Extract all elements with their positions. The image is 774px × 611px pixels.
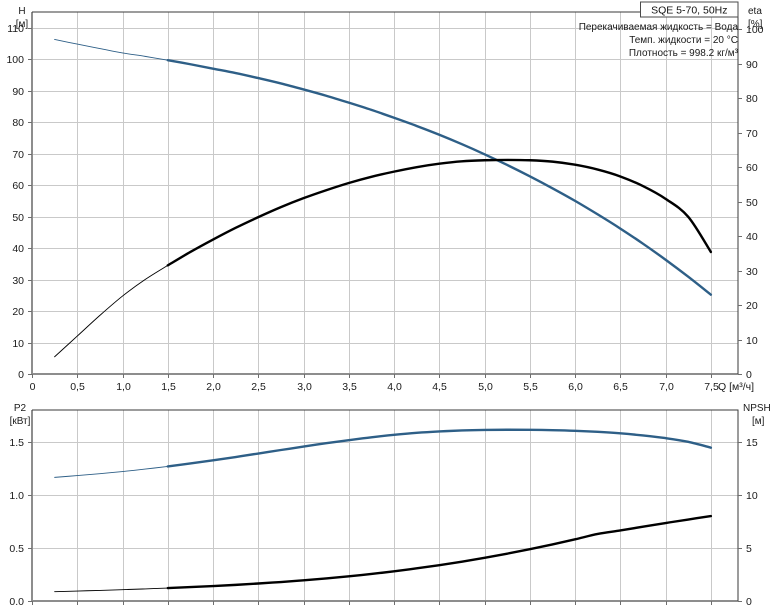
- y-axis-tick-label: 90: [12, 86, 24, 98]
- curve-head-thin: [54, 38, 169, 61]
- curve-npsh: [166, 514, 713, 590]
- y-axis-tick-label: 20: [12, 306, 24, 318]
- curve-eta-thin: [54, 264, 169, 358]
- y2-axis-tick-label: 80: [746, 93, 758, 105]
- curve-eta: [166, 158, 713, 267]
- y-axis-tick-label: 60: [12, 180, 24, 192]
- x-axis-tick-label: 5,0: [478, 381, 493, 393]
- x-axis-tick-label: 6,0: [568, 381, 583, 393]
- x-axis-tick-label: 0: [30, 381, 36, 393]
- eta-axis-unit: [%]: [748, 19, 763, 30]
- p2-axis-name: P2: [14, 403, 27, 414]
- curve-npsh-thin: [54, 587, 169, 593]
- y2-axis-tick-label: 70: [746, 128, 758, 140]
- npsh-axis-tick-label: 10: [746, 490, 758, 502]
- info-line-3: Плотность = 998.2 кг/м³: [629, 48, 739, 59]
- title-box: [640, 1, 739, 18]
- x-axis-tick-label: 1,0: [116, 381, 131, 393]
- x-axis-tick-label: 6,5: [613, 381, 628, 393]
- chart-title: SQE 5-70, 50Hz: [651, 5, 727, 17]
- x-axis-tick-label: 5,5: [523, 381, 538, 393]
- curve-power: [166, 428, 713, 468]
- y-axis-tick-label: 80: [12, 117, 24, 129]
- x-axis-title: Q [м³/ч]: [718, 381, 754, 393]
- y-axis-tick-label: 50: [12, 212, 24, 224]
- curve-head: [166, 58, 713, 296]
- p2-axis-tick-label: 0.5: [9, 543, 24, 555]
- npsh-axis-tick-label: 5: [746, 543, 752, 555]
- curve-power-thin: [54, 466, 169, 478]
- npsh-axis-name: NPSH: [743, 403, 771, 414]
- x-axis-tick-label: 4,5: [432, 381, 447, 393]
- npsh-axis-unit: [м]: [752, 416, 765, 427]
- x-axis-tick-label: 2,0: [206, 381, 221, 393]
- y-axis-tick-label: 30: [12, 275, 24, 287]
- p2-axis-tick-label: 1.5: [9, 437, 24, 449]
- y-axis-tick-label: 70: [12, 149, 24, 161]
- y2-axis-tick-label: 60: [746, 162, 758, 174]
- x-axis-tick-label: 1,5: [161, 381, 176, 393]
- y2-axis-tick-label: 20: [746, 300, 758, 312]
- y2-axis-tick-label: 100: [746, 24, 764, 36]
- x-axis-tick-label: 0,5: [70, 381, 85, 393]
- x-axis-tick-label: 4,0: [387, 381, 402, 393]
- y-axis-tick-label: 100: [6, 54, 24, 66]
- p2-axis-tick-label: 0.0: [9, 596, 24, 608]
- x-axis-tick-label: 2,5: [251, 381, 266, 393]
- y2-axis-tick-label: 0: [746, 369, 752, 381]
- h-axis-unit: [м]: [16, 19, 29, 30]
- info-line-1: Перекачиваемая жидкость = Вода: [579, 22, 739, 33]
- npsh-axis-tick-label: 0: [746, 596, 752, 608]
- labels-layer: H [м] eta [%] P2 [кВт] NPSH [м] SQE 5-70, 50Hz Пе…: [10, 1, 771, 427]
- x-axis-tick-label: 3,5: [342, 381, 357, 393]
- y2-axis-tick-label: 90: [746, 59, 758, 71]
- y2-axis-tick-label: 50: [746, 197, 758, 209]
- y2-axis-tick-label: 40: [746, 231, 758, 243]
- y-axis-tick-label: 0: [18, 369, 24, 381]
- y-axis-tick-label: 110: [7, 23, 24, 35]
- x-axis-tick-label: 7,0: [659, 381, 674, 393]
- info-line-2: Темп. жидкости = 20 °C: [629, 35, 738, 46]
- x-axis-tick-label: 3,0: [297, 381, 312, 393]
- y2-axis-tick-label: 10: [746, 335, 758, 347]
- axis-frame-top-right: [32, 409, 739, 601]
- npsh-axis-tick-label: 15: [746, 437, 758, 449]
- eta-axis-name: eta: [748, 6, 762, 17]
- x-axis-tick-label: 7,5: [704, 381, 719, 393]
- h-axis-name: H: [18, 6, 25, 17]
- power-npsh-chart: 0.0 0.5 1.0 1.5 0 5 10 15: [9, 409, 758, 608]
- y2-axis-tick-label: 30: [746, 266, 758, 278]
- y-axis-tick-label: 10: [12, 338, 24, 350]
- p2-axis-tick-label: 1.0: [9, 490, 24, 502]
- p2-axis-unit: [кВт]: [10, 416, 31, 427]
- y-axis-tick-label: 40: [12, 243, 24, 255]
